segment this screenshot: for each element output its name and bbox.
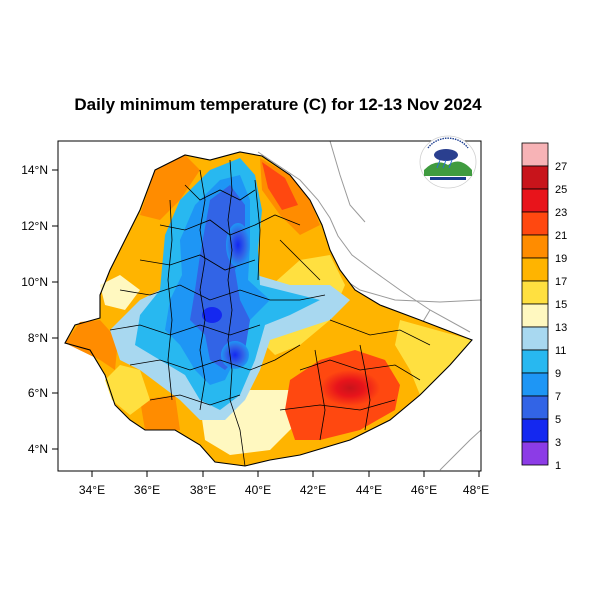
colorbar-swatch: [521, 280, 549, 305]
colorbar-swatch: [521, 395, 549, 420]
colorbar-label: 9: [555, 368, 561, 380]
y-tick-label: 10°N: [21, 275, 48, 289]
colorbar-swatch: [521, 441, 549, 466]
x-tick-label: 48°E: [463, 483, 489, 497]
colorbar-swatch: [521, 142, 549, 167]
ethiopia-temperature-field: [65, 152, 472, 466]
x-axis: [91, 471, 480, 477]
colorbar-label: 3: [555, 437, 561, 449]
colorbar: 27 25 23 21 19 17 15 13 11 9 7 5 3 1: [521, 142, 567, 472]
colorbar-label: 23: [555, 207, 567, 219]
x-tick-label: 44°E: [356, 483, 382, 497]
colorbar-label: 5: [555, 414, 561, 426]
colorbar-swatch: [521, 326, 549, 351]
colorbar-label: 7: [555, 391, 561, 403]
colorbar-swatch: [521, 257, 549, 282]
y-tick-label: 6°N: [28, 386, 48, 400]
y-tick-labels: 14°N 12°N 10°N 8°N 6°N 4°N: [21, 163, 48, 456]
colorbar-swatch: [521, 303, 549, 328]
colorbar-swatch: [521, 372, 549, 397]
colorbar-label: 21: [555, 230, 567, 242]
x-tick-label: 36°E: [134, 483, 160, 497]
y-tick-label: 14°N: [21, 163, 48, 177]
admin-boundaries: [64, 151, 473, 467]
meteorology-logo-icon: [419, 135, 477, 189]
map-title: Daily minimum temperature (C) for 12-13 …: [74, 95, 482, 114]
y-tick-label: 8°N: [28, 331, 48, 345]
x-tick-label: 38°E: [190, 483, 216, 497]
colorbar-swatch: [521, 211, 549, 236]
x-tick-label: 42°E: [300, 483, 326, 497]
x-tick-labels: 34°E 36°E 38°E 40°E 42°E 44°E 46°E 48°E: [79, 483, 489, 497]
x-tick-label: 46°E: [411, 483, 437, 497]
plot-border: [57, 140, 482, 472]
colorbar-swatch: [521, 349, 549, 374]
colorbar-label: 27: [555, 161, 567, 173]
colorbar-label: 17: [555, 276, 567, 288]
colorbar-swatch: [521, 188, 549, 213]
colorbar-label: 19: [555, 253, 567, 265]
y-tick-label: 12°N: [21, 219, 48, 233]
y-tick-label: 4°N: [28, 442, 48, 456]
colorbar-swatch: [521, 418, 549, 443]
colorbar-label: 25: [555, 184, 567, 196]
y-axis: [52, 169, 58, 450]
colorbar-label: 11: [555, 345, 566, 357]
colorbar-swatch: [521, 234, 549, 259]
colorbar-label: 15: [555, 299, 567, 311]
colorbar-label: 1: [555, 460, 561, 472]
colorbar-label: 13: [555, 322, 567, 334]
x-tick-label: 34°E: [79, 483, 105, 497]
x-tick-label: 40°E: [245, 483, 271, 497]
colorbar-swatch: [521, 165, 549, 190]
